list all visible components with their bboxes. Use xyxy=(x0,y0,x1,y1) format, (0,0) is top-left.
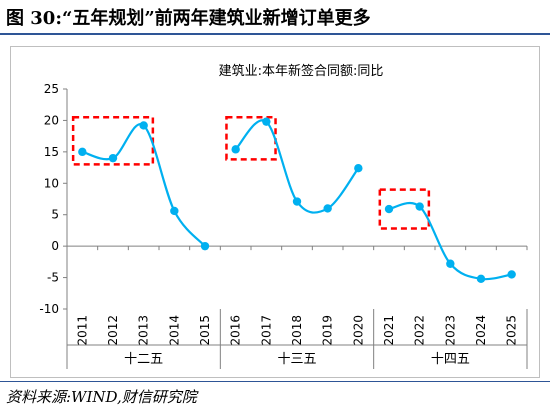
x-tick-label: 2012 xyxy=(106,315,120,346)
data-point xyxy=(415,202,424,211)
x-tick-label: 2016 xyxy=(229,315,243,346)
x-tick-label: 2015 xyxy=(198,315,212,346)
title-divider xyxy=(0,33,550,35)
data-point xyxy=(231,145,240,154)
chart-title: 建筑业:本年新签合同额:同比 xyxy=(219,63,384,79)
y-tick-label: 10 xyxy=(44,176,59,190)
y-tick-label: 25 xyxy=(44,82,59,96)
x-tick-label: 2014 xyxy=(167,315,181,346)
group-label: 十三五 xyxy=(277,352,316,367)
data-point xyxy=(262,117,271,126)
data-point xyxy=(78,147,87,157)
highlight-box xyxy=(378,188,431,230)
series-line-segment xyxy=(82,123,206,247)
data-point xyxy=(476,274,486,284)
y-tick-label: 0 xyxy=(51,239,59,253)
data-point xyxy=(139,121,148,130)
source-divider xyxy=(0,381,550,382)
y-tick-label: 15 xyxy=(44,145,59,159)
figure-title: 图 30:“五年规划”前两年建筑业新增订单更多 xyxy=(6,8,371,29)
y-tick-label: -10 xyxy=(39,302,59,316)
y-tick-label: -5 xyxy=(47,271,59,285)
data-point xyxy=(200,241,210,251)
group-label: 十二五 xyxy=(124,352,163,367)
x-tick-label: 2017 xyxy=(259,315,273,346)
data-point xyxy=(384,204,394,214)
y-tick-label: 5 xyxy=(51,208,59,222)
data-point xyxy=(170,206,179,216)
data-point xyxy=(108,153,118,163)
x-tick-label: 2019 xyxy=(321,315,335,346)
data-point xyxy=(292,197,302,206)
group-label: 十四五 xyxy=(431,352,470,367)
data-point xyxy=(354,164,363,173)
x-tick-label: 2025 xyxy=(505,315,519,346)
x-tick-label: 2024 xyxy=(474,315,488,346)
data-point xyxy=(323,204,332,213)
x-tick-label: 2021 xyxy=(382,315,396,346)
x-tick-label: 2020 xyxy=(351,315,365,346)
x-tick-label: 2013 xyxy=(137,315,151,346)
x-tick-label: 2018 xyxy=(290,315,304,346)
y-tick-label: 20 xyxy=(44,113,59,127)
x-tick-label: 2023 xyxy=(443,315,457,346)
source-note: 资料来源:WIND,财信研究院 xyxy=(6,388,197,406)
x-tick-label: 2011 xyxy=(75,315,89,346)
x-tick-label: 2022 xyxy=(413,315,427,346)
data-point xyxy=(507,270,516,279)
data-point xyxy=(446,259,455,268)
chart-frame: 建筑业:本年新签合同额:同比 25 20 15 10 5 0 -5 -10 2011 2012 20… xyxy=(10,46,540,378)
